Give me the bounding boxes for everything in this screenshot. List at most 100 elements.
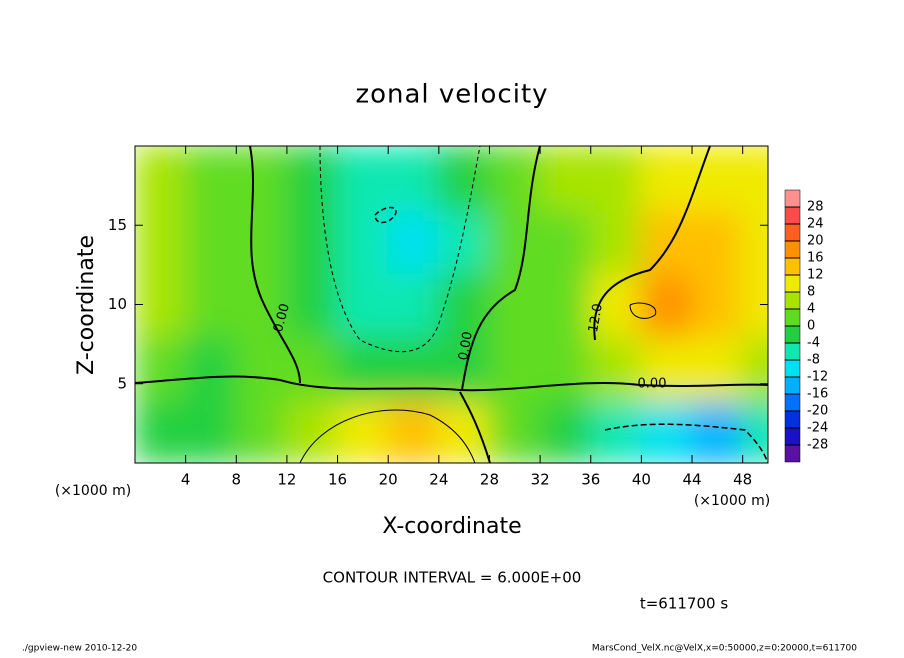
cell (691, 146, 744, 211)
colorbar-box (784, 274, 801, 293)
cell (589, 146, 643, 211)
contour-line (604, 423, 768, 463)
colorbar-label: -8 (807, 353, 820, 368)
y-axis-label: Z-coordinate (74, 235, 99, 375)
colorbar-label: 16 (807, 251, 824, 266)
colorbar-box (784, 291, 801, 310)
cell (184, 271, 238, 338)
cell (691, 271, 744, 338)
cell (387, 398, 440, 463)
cell (336, 398, 390, 463)
x-axis-label: X-coordinate (382, 514, 521, 539)
cell (741, 208, 768, 274)
cell (336, 146, 390, 211)
x-tick-label: 24 (429, 471, 448, 489)
cell (387, 208, 440, 274)
contour-line (374, 206, 397, 224)
cell (640, 146, 694, 211)
cell (336, 208, 390, 274)
cell (488, 335, 542, 401)
colorbar-box (784, 444, 801, 463)
cell (235, 398, 288, 463)
cell (184, 208, 238, 274)
chart-title: zonal velocity (355, 80, 548, 110)
contour-label: 12.0 (586, 302, 606, 333)
footer-left: ./gpview-new 2010-12-20 (22, 644, 137, 654)
colorbar: -28 -24 -20 -16 -12 -8 -4 0 4 8 12 16 20 24 28 (784, 189, 828, 463)
contour-line (299, 409, 476, 463)
cell (741, 146, 768, 211)
contour-label: 0.00 (638, 377, 667, 392)
cell (387, 335, 440, 401)
cell (539, 335, 592, 401)
cell (184, 146, 238, 211)
x-tick-label: 4 (181, 471, 191, 489)
cell (235, 146, 288, 211)
cell (184, 398, 238, 463)
colorbar-label: 4 (807, 302, 815, 317)
colorbar-box (784, 342, 801, 361)
cell (285, 146, 339, 211)
colorbar-label: 8 (807, 285, 815, 300)
x-tick-label: 20 (379, 471, 398, 489)
cell (589, 398, 643, 463)
colorbar-label: 24 (807, 217, 824, 232)
field (135, 146, 768, 463)
cell (539, 271, 592, 338)
contour-line (593, 146, 711, 341)
contour-interval: CONTOUR INTERVAL = 6.000E+00 (323, 569, 582, 587)
colorbar-box (784, 393, 801, 412)
colorbar-label: -28 (807, 438, 828, 453)
cell (437, 398, 491, 463)
cell (488, 271, 542, 338)
colorbar-label: -20 (807, 404, 828, 419)
cell (135, 335, 187, 401)
x-tick-label: 32 (531, 471, 550, 489)
x-tick-label: 28 (480, 471, 499, 489)
cell (387, 271, 440, 338)
cell (539, 146, 592, 211)
cell (539, 398, 592, 463)
y-tick-label: 10 (108, 295, 127, 313)
cell (235, 335, 288, 401)
cell (589, 335, 643, 401)
cell (285, 271, 339, 338)
colorbar-box (784, 410, 801, 429)
cell (488, 208, 542, 274)
colorbar-box (784, 223, 801, 242)
colorbar-label: -12 (807, 370, 828, 385)
cells (135, 146, 768, 463)
cell (285, 398, 339, 463)
time-label: t=611700 s (640, 595, 728, 613)
cell (135, 146, 187, 211)
colorbar-box (784, 257, 801, 276)
contour-line (249, 146, 301, 384)
contours (135, 146, 768, 463)
y-tick-label: 15 (108, 216, 127, 234)
colorbar-box (784, 427, 801, 446)
cell (640, 398, 694, 463)
colorbar-box (784, 189, 801, 208)
colorbar-label: 12 (807, 268, 824, 283)
cell (235, 208, 288, 274)
footer-right: MarsCond_VelX.nc@VelX,x=0:50000,z=0:2000… (592, 644, 857, 654)
cell (135, 208, 187, 274)
colorbar-box (784, 359, 801, 378)
colorbar-label: 0 (807, 319, 815, 334)
cell (589, 208, 643, 274)
x-tick-label: 8 (232, 471, 242, 489)
cell (640, 335, 694, 401)
contour-line (629, 302, 657, 319)
colorbar-label: -16 (807, 387, 828, 402)
cell (184, 335, 238, 401)
cell (336, 271, 390, 338)
contour-line (135, 375, 768, 392)
cell (437, 208, 491, 274)
cell (336, 335, 390, 401)
cell (387, 146, 440, 211)
colorbar-label: 28 (807, 200, 824, 215)
x-tick-label: 48 (733, 471, 752, 489)
cell (741, 398, 768, 463)
contour-line (319, 146, 481, 353)
